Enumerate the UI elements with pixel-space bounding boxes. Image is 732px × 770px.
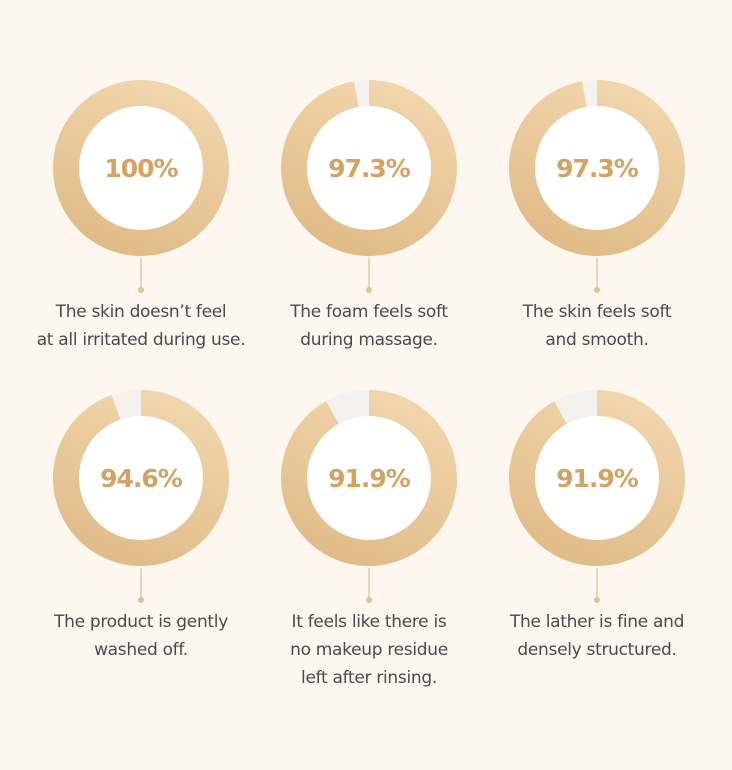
donut-center: [79, 416, 203, 540]
donut-center: [307, 416, 431, 540]
donut-item: 91.9% It feels like there is no makeup res…: [255, 390, 483, 692]
value-label: 97.3%: [328, 154, 411, 183]
description-label: The product is gently washed off.: [27, 608, 255, 664]
description-line: It feels like there is: [291, 612, 447, 632]
description-line: and smooth.: [545, 330, 649, 350]
donut-chart: 97.3%: [281, 80, 457, 293]
description-line: The lather is fine and: [509, 612, 685, 632]
donut-chart: 97.3%: [509, 80, 685, 293]
description-label: The foam feels soft during massage.: [255, 298, 483, 354]
donut-center: [535, 416, 659, 540]
description-label: The lather is fine and densely structured…: [483, 608, 711, 664]
description-line: The skin doesn’t feel: [55, 302, 227, 322]
donut-chart: 91.9%: [509, 390, 685, 603]
value-label: 91.9%: [556, 464, 639, 493]
description-line: during massage.: [300, 330, 438, 350]
description-label: The skin feels soft and smooth.: [483, 298, 711, 354]
description-line: left after rinsing.: [301, 668, 437, 688]
description-label: The skin doesn’t feel at all irritated du…: [27, 298, 255, 354]
value-label: 91.9%: [328, 464, 411, 493]
description-line: The skin feels soft: [522, 302, 672, 322]
donut-item: 97.3% The skin feels soft and smooth.: [483, 80, 711, 354]
connector-dot: [594, 597, 600, 603]
value-label: 100%: [104, 154, 178, 183]
donut-chart: 91.9%: [281, 390, 457, 603]
donut-item: 97.3% The foam feels soft during massage.: [255, 80, 483, 354]
description-line: no makeup residue: [290, 640, 448, 660]
donut-chart: 100%: [53, 80, 229, 293]
connector-dot: [138, 287, 144, 293]
donut-center: [307, 106, 431, 230]
value-label: 97.3%: [556, 154, 639, 183]
connector-dot: [366, 287, 372, 293]
donut-item: 94.6% The product is gently washed off.: [27, 390, 255, 664]
connector-dot: [138, 597, 144, 603]
description-line: The foam feels soft: [290, 302, 448, 322]
donut-item: 100% The skin doesn’t feel at all irritate…: [27, 80, 255, 354]
donut-center: [535, 106, 659, 230]
description-label: It feels like there is no makeup residue l…: [255, 608, 483, 692]
description-line: at all irritated during use.: [36, 330, 246, 350]
connector-dot: [366, 597, 372, 603]
donut-center: [79, 106, 203, 230]
description-line: densely structured.: [517, 640, 677, 660]
value-label: 94.6%: [100, 464, 183, 493]
description-line: The product is gently: [54, 612, 228, 632]
donut-item: 91.9% The lather is fine and densely struc…: [483, 390, 711, 664]
connector-dot: [594, 287, 600, 293]
description-line: washed off.: [94, 640, 188, 660]
donut-chart: 94.6%: [52, 390, 230, 603]
